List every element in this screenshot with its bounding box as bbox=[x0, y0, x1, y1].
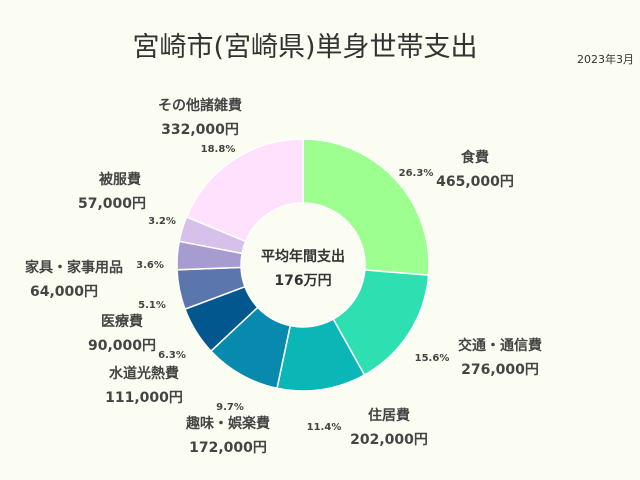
slice-amount-0: 465,000円 bbox=[436, 174, 514, 190]
slice-label-7: 被服費 bbox=[99, 171, 141, 188]
slices-group bbox=[176, 138, 430, 392]
slice-label-2: 住居費 bbox=[368, 407, 410, 424]
slice-0 bbox=[302, 138, 430, 276]
slice-amount-1: 276,000円 bbox=[461, 362, 539, 378]
slice-percent-0: 26.3% bbox=[399, 168, 434, 179]
slice-percent-3: 9.7% bbox=[216, 402, 244, 413]
center-label-title: 平均年間支出 bbox=[261, 248, 345, 265]
slice-percent-7: 3.2% bbox=[148, 216, 176, 227]
slice-amount-3: 172,000円 bbox=[189, 440, 267, 456]
slice-percent-8: 18.8% bbox=[201, 144, 236, 155]
slice-label-1: 交通・通信費 bbox=[458, 337, 542, 354]
slice-label-6: 家具・家事用品 bbox=[25, 259, 123, 276]
slice-label-3: 趣味・娯楽費 bbox=[185, 415, 270, 432]
slice-amount-5: 90,000円 bbox=[88, 338, 156, 354]
slice-percent-2: 11.4% bbox=[307, 422, 342, 433]
center-label-total: 176万円 bbox=[274, 273, 331, 289]
slice-percent-4: 6.3% bbox=[158, 350, 186, 361]
slice-label-5: 医療費 bbox=[101, 313, 143, 330]
slice-amount-7: 57,000円 bbox=[78, 196, 146, 212]
chart-title: 宮崎市(宮崎県)単身世帯支出 bbox=[132, 32, 477, 63]
slice-amount-8: 332,000円 bbox=[161, 122, 239, 138]
slice-percent-1: 15.6% bbox=[415, 353, 450, 364]
chart-date: 2023年3月 bbox=[577, 52, 634, 66]
slice-label-8: その他諸雑費 bbox=[158, 97, 242, 114]
slice-label-0: 食費 bbox=[461, 149, 489, 166]
slice-percent-5: 5.1% bbox=[138, 300, 166, 311]
slice-amount-2: 202,000円 bbox=[350, 432, 428, 448]
slice-percent-6: 3.6% bbox=[136, 260, 164, 271]
slice-amount-6: 64,000円 bbox=[30, 284, 98, 300]
slice-amount-4: 111,000円 bbox=[105, 390, 183, 406]
slice-8 bbox=[185, 138, 304, 243]
slice-label-4: 水道光熱費 bbox=[109, 365, 179, 382]
